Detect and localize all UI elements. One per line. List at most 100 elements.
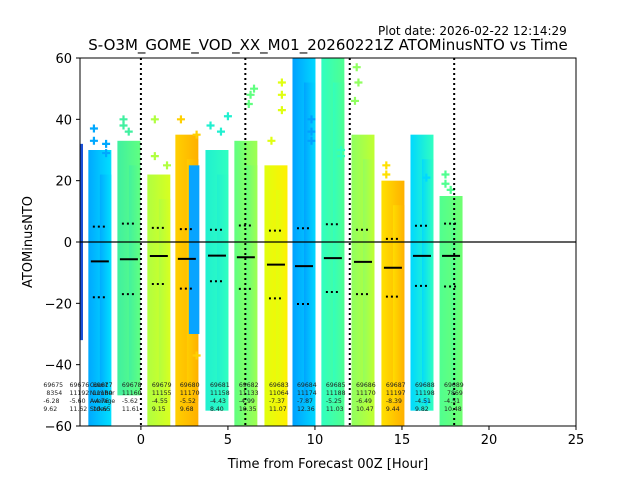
outlier-point: [277, 78, 286, 87]
stat-value: 11174: [297, 390, 317, 397]
strip-half: [275, 189, 288, 402]
stat-value: -4.43: [210, 398, 226, 405]
stat-value: -4.99: [239, 398, 255, 405]
strip-half: [245, 165, 258, 402]
stat-value: 11170: [180, 390, 200, 397]
outlier-point: [89, 124, 98, 133]
stat-value: 11198: [415, 390, 435, 397]
outlier-point: [150, 152, 159, 161]
outlier-point: [246, 90, 255, 99]
stat-value: 69687: [386, 382, 406, 389]
strip-half: [216, 174, 229, 387]
strip-half: [99, 174, 112, 402]
stat-value: -5.52: [180, 398, 196, 405]
outlier-point: [354, 78, 363, 87]
outlier-point: [89, 136, 98, 145]
stat-value: 69680: [180, 382, 200, 389]
stat-value: 69688: [415, 382, 435, 389]
stat-value: 12.36: [297, 406, 315, 413]
outlier-point: [124, 127, 133, 136]
outlier-point: [337, 152, 346, 161]
x-tick-label: 25: [568, 433, 585, 448]
stat-value: 9.82: [415, 406, 429, 413]
series-69688: [410, 134, 434, 411]
axes: 0 5 10 15 20 25 60 40 20 0 −20 −40 −60: [45, 52, 585, 448]
outlier-point: [150, 115, 159, 124]
stat-value: 10.65: [93, 406, 111, 413]
y-tick-label: 60: [55, 52, 72, 67]
series-69686: [350, 63, 375, 426]
stat-value: 69675: [43, 382, 63, 389]
outlier-point: [307, 127, 316, 136]
y-tick-label: −40: [45, 359, 72, 374]
stat-value: 11170: [356, 390, 376, 397]
stat-value: 11133: [239, 390, 259, 397]
x-tick-label: 10: [307, 433, 324, 448]
outlier-point: [422, 173, 431, 182]
y-tick-label: −60: [45, 420, 72, 435]
outlier-point: [163, 161, 172, 170]
stat-row-label: Count: [90, 382, 109, 389]
stat-value: -6.28: [43, 398, 59, 405]
stat-value: -5.60: [70, 398, 86, 405]
stat-value: -4.51: [444, 398, 460, 405]
outlier-point: [223, 112, 232, 121]
stat-value: -6.49: [356, 398, 372, 405]
outlier-point: [216, 127, 225, 136]
strip-half: [362, 159, 375, 402]
stat-value: 69681: [210, 382, 230, 389]
stat-value: 9.68: [180, 406, 194, 413]
stat-value: 11180: [93, 390, 113, 397]
stat-value: 11192: [70, 390, 90, 397]
series-69680: [175, 115, 201, 426]
stat-value: 69682: [239, 382, 259, 389]
strip-half: [158, 199, 171, 402]
stat-value: -8.39: [386, 398, 402, 405]
stat-row-label: Number: [90, 390, 115, 397]
strip-overlay: [188, 165, 200, 334]
stat-value: 8.40: [210, 406, 224, 413]
stat-row-label: Stdev: [90, 406, 108, 413]
stat-value: 69677: [93, 382, 113, 389]
outlier-point: [350, 96, 359, 105]
outlier-point: [307, 136, 316, 145]
series-69683: [264, 78, 288, 426]
stat-value: 69689: [444, 382, 464, 389]
outlier-point: [102, 149, 111, 158]
stat-value: -5.25: [326, 398, 342, 405]
stat-value: 69684: [297, 382, 317, 389]
stat-value: 69679: [152, 382, 172, 389]
x-axis-label: Time from Forecast 00Z [Hour]: [227, 457, 429, 472]
outlier-point: [267, 136, 276, 145]
stats-table: 696758354-6.289.626967611192-5.6011.6269…: [43, 382, 463, 413]
series-69678: [117, 115, 141, 396]
outlier-point: [352, 63, 361, 72]
y-tick-label: 40: [55, 113, 72, 128]
stat-value: 69683: [269, 382, 289, 389]
stat-value: 69685: [326, 382, 346, 389]
outlier-point: [250, 84, 259, 93]
y-tick-label: 20: [55, 175, 72, 190]
outlier-point: [277, 90, 286, 99]
x-tick-label: 15: [394, 433, 411, 448]
outlier-point: [441, 179, 450, 188]
strip-half: [392, 205, 405, 402]
outlier-point: [119, 121, 128, 130]
stat-value: 69678: [122, 382, 142, 389]
stat-value: 69686: [356, 382, 376, 389]
chart-title: S-O3M_GOME_VOD_XX_M01_20260221Z ATOMinus…: [88, 36, 567, 55]
stat-value: 10.35: [239, 406, 257, 413]
series-69689: [439, 170, 463, 426]
y-tick-label: 0: [64, 236, 72, 251]
